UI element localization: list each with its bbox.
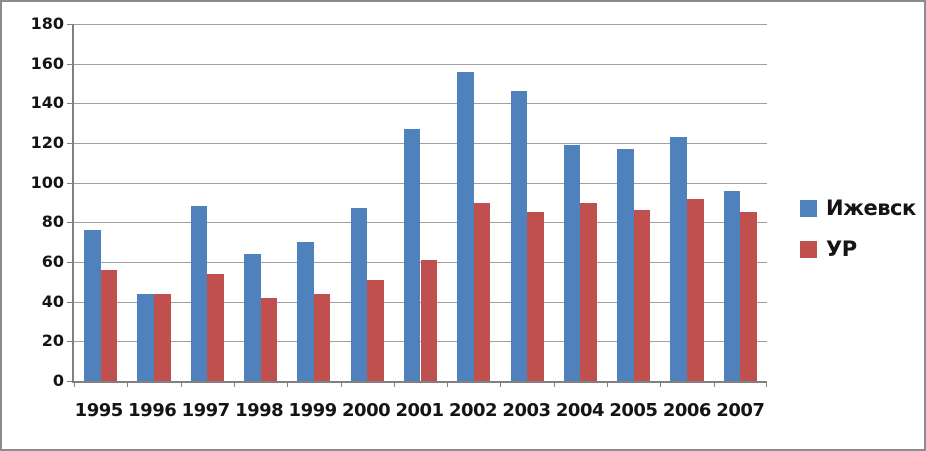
bar-izhevsk-1995 bbox=[84, 230, 101, 381]
x-axis-tick-8 bbox=[500, 381, 502, 387]
y-axis-tick-160 bbox=[67, 63, 73, 65]
x-axis-label-1998: 1998 bbox=[235, 400, 284, 421]
x-axis-label-2007: 2007 bbox=[716, 400, 765, 421]
y-axis-tick-120 bbox=[67, 143, 73, 144]
legend-item-ur: УР bbox=[800, 237, 916, 261]
bar-izhevsk-2000 bbox=[350, 208, 368, 381]
bar-izhevsk-2003 bbox=[510, 91, 528, 381]
x-axis-label-1999: 1999 bbox=[288, 400, 338, 421]
bar-izhevsk-2007 bbox=[723, 190, 741, 381]
bar-ur-1995 bbox=[100, 269, 118, 381]
series-ur-swatch-icon bbox=[800, 240, 817, 258]
y-axis-label-80: 80 bbox=[41, 212, 64, 232]
x-axis-tick-0 bbox=[74, 381, 75, 387]
y-axis-label-180: 180 bbox=[30, 14, 64, 33]
x-axis-tick-4 bbox=[287, 381, 289, 387]
bar-izhevsk-2006 bbox=[670, 137, 688, 381]
series-izhevsk-label: Ижевск bbox=[826, 196, 916, 220]
y-axis-tick-140 bbox=[67, 103, 73, 105]
bar-ur-2000 bbox=[367, 279, 384, 381]
x-axis-label-2002: 2002 bbox=[448, 400, 498, 421]
x-axis-label-1997: 1997 bbox=[181, 400, 231, 421]
y-axis-label-60: 60 bbox=[41, 252, 64, 271]
bar-ur-1996 bbox=[153, 293, 171, 381]
y-axis-tick-180 bbox=[67, 24, 73, 25]
x-axis-label-1996: 1996 bbox=[128, 400, 177, 421]
bar-ur-1997 bbox=[207, 273, 224, 381]
y-axis-tick-0 bbox=[67, 381, 73, 382]
bar-izhevsk-2001 bbox=[403, 129, 421, 381]
x-axis-tick-10 bbox=[607, 381, 609, 387]
series-ur-label: УР bbox=[826, 237, 857, 261]
x-axis-tick-1 bbox=[127, 381, 129, 387]
bar-ur-2003 bbox=[527, 212, 544, 381]
gridline-140 bbox=[74, 103, 767, 105]
gridline-80 bbox=[74, 222, 767, 224]
bar-ur-2005 bbox=[633, 210, 651, 381]
bar-izhevsk-1997 bbox=[190, 206, 208, 381]
bar-ur-2002 bbox=[473, 202, 491, 381]
x-axis-labels: 1995 1996 1997 1998 1999 2000 2001 2002 2003 2004… bbox=[72, 400, 767, 421]
y-axis-tick-20 bbox=[67, 341, 73, 343]
x-axis-label-2004: 2004 bbox=[555, 400, 605, 421]
y-axis-label-40: 40 bbox=[41, 291, 64, 311]
x-axis-tick-5 bbox=[340, 381, 342, 387]
y-axis-tick-40 bbox=[67, 301, 73, 303]
bar-izhevsk-2005 bbox=[617, 148, 634, 381]
x-axis-label-1995: 1995 bbox=[74, 400, 124, 421]
gridline-100 bbox=[74, 182, 767, 184]
y-axis-label-0: 0 bbox=[52, 371, 64, 390]
y-axis-label-160: 160 bbox=[30, 53, 64, 73]
bar-ur-2007 bbox=[740, 212, 757, 381]
x-axis-label-2006: 2006 bbox=[662, 400, 712, 421]
gridline-160 bbox=[74, 63, 767, 65]
x-axis-label-2003: 2003 bbox=[502, 400, 551, 421]
bar-ur-2001 bbox=[420, 260, 438, 381]
legend-item-izhevsk: Ижевск bbox=[800, 196, 916, 220]
y-axis-tick-60 bbox=[67, 262, 73, 263]
gridline-180 bbox=[74, 24, 767, 25]
y-axis-label-100: 100 bbox=[30, 172, 64, 192]
plot-area bbox=[67, 24, 767, 387]
x-axis-tick-7 bbox=[447, 381, 449, 387]
y-axis-label-120: 120 bbox=[30, 133, 64, 152]
bar-izhevsk-2004 bbox=[563, 144, 581, 381]
x-axis-tick-9 bbox=[553, 381, 555, 387]
bar-ur-1999 bbox=[313, 293, 331, 381]
bar-ur-2004 bbox=[580, 202, 598, 381]
bar-izhevsk-1998 bbox=[243, 254, 261, 381]
y-axis-tick-80 bbox=[67, 222, 73, 224]
x-axis-tick-2 bbox=[180, 381, 182, 387]
x-axis-tick-3 bbox=[233, 381, 235, 387]
bar-ur-2006 bbox=[687, 198, 704, 381]
x-axis-label-2001: 2001 bbox=[395, 400, 444, 421]
bar-izhevsk-2002 bbox=[457, 71, 474, 381]
y-axis-label-20: 20 bbox=[41, 331, 64, 351]
y-axis-label-140: 140 bbox=[30, 93, 64, 113]
gridline-120 bbox=[74, 143, 767, 144]
y-axis-tick-100 bbox=[67, 182, 73, 184]
x-axis-tick-13 bbox=[766, 381, 767, 387]
x-axis-label-2005: 2005 bbox=[609, 400, 658, 421]
x-axis-tick-6 bbox=[393, 381, 395, 387]
x-axis-label-2000: 2000 bbox=[342, 400, 391, 421]
bar-izhevsk-1996 bbox=[137, 293, 154, 381]
series-izhevsk-swatch-icon bbox=[800, 199, 817, 217]
bar-izhevsk-1999 bbox=[297, 242, 314, 381]
bar-ur-1998 bbox=[260, 297, 278, 381]
x-axis-tick-11 bbox=[660, 381, 662, 387]
legend: Ижевск УР bbox=[800, 196, 916, 261]
x-axis-tick-12 bbox=[713, 381, 715, 387]
